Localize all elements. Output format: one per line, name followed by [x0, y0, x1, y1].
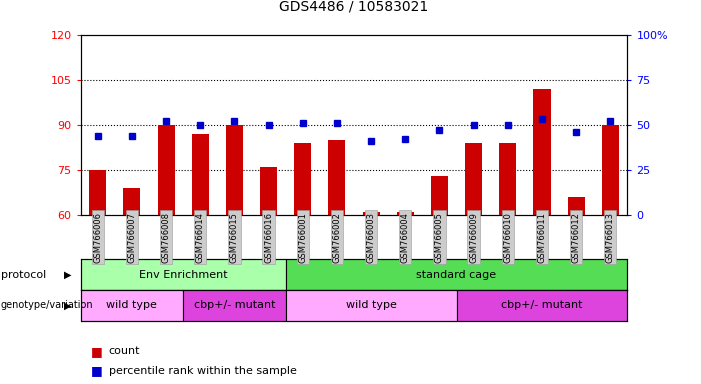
Bar [397, 212, 414, 215]
Bar [89, 170, 107, 215]
Text: GSM766012: GSM766012 [571, 212, 580, 263]
Text: GSM766013: GSM766013 [606, 212, 615, 263]
Bar [533, 89, 550, 215]
Text: GSM766003: GSM766003 [367, 212, 376, 263]
Bar [81, 259, 286, 290]
Text: GSM766001: GSM766001 [298, 212, 307, 263]
Bar [328, 140, 346, 215]
Text: GSM766011: GSM766011 [538, 212, 547, 263]
Text: wild type: wild type [346, 300, 397, 310]
Text: GSM766005: GSM766005 [435, 212, 444, 263]
Bar [286, 259, 627, 290]
Text: GSM766002: GSM766002 [332, 212, 341, 263]
Bar [226, 125, 243, 215]
Bar [183, 290, 286, 321]
Text: standard cage: standard cage [416, 270, 496, 280]
Text: count: count [109, 346, 140, 356]
Text: Env Enrichment: Env Enrichment [139, 270, 227, 280]
Bar [81, 290, 183, 321]
Text: cbp+/- mutant: cbp+/- mutant [501, 300, 583, 310]
Text: ■: ■ [91, 345, 103, 358]
Bar [286, 290, 456, 321]
Text: protocol: protocol [1, 270, 46, 280]
Text: GSM766015: GSM766015 [230, 212, 239, 263]
Text: ▶: ▶ [64, 300, 72, 310]
Text: percentile rank within the sample: percentile rank within the sample [109, 366, 297, 376]
Text: wild type: wild type [107, 300, 157, 310]
Bar [123, 188, 140, 215]
Bar [456, 290, 627, 321]
Text: GSM766016: GSM766016 [264, 212, 273, 263]
Text: ▶: ▶ [64, 270, 72, 280]
Text: ■: ■ [91, 364, 103, 377]
Text: GSM766007: GSM766007 [128, 212, 137, 263]
Text: GSM766008: GSM766008 [161, 212, 170, 263]
Text: cbp+/- mutant: cbp+/- mutant [193, 300, 275, 310]
Bar [158, 125, 175, 215]
Text: GDS4486 / 10583021: GDS4486 / 10583021 [280, 0, 428, 13]
Text: GSM766014: GSM766014 [196, 212, 205, 263]
Text: GSM766010: GSM766010 [503, 212, 512, 263]
Bar [294, 143, 311, 215]
Bar [260, 167, 277, 215]
Text: GSM766004: GSM766004 [401, 212, 410, 263]
Text: GSM766006: GSM766006 [93, 212, 102, 263]
Bar [465, 143, 482, 215]
Bar [601, 125, 619, 215]
Bar [568, 197, 585, 215]
Bar [362, 212, 380, 215]
Text: genotype/variation: genotype/variation [1, 300, 93, 310]
Text: GSM766009: GSM766009 [469, 212, 478, 263]
Bar [191, 134, 209, 215]
Bar [499, 143, 517, 215]
Bar [431, 176, 448, 215]
